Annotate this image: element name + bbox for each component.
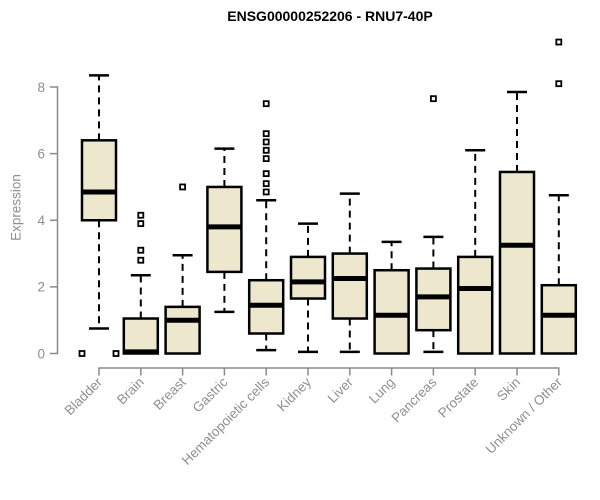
box-iqr [80,139,118,222]
x-tick-label-gastric: Gastric [190,374,231,415]
boxplot-bladder [78,74,120,357]
boxplot-lung [373,240,410,355]
y-tick-label: 6 [37,146,45,161]
box-iqr [331,252,369,320]
box-iqr [164,305,201,355]
y-tick-label: 8 [37,80,45,95]
boxplot-breast [164,183,201,355]
x-tick-label-unknown-other: Unknown / Other [483,374,566,457]
outlier-point [137,220,145,227]
outlier-point [262,130,270,138]
x-tick-label-breast: Breast [151,374,189,412]
outlier-point [262,146,270,154]
outlier-point [137,246,145,254]
outlier-point [262,138,270,146]
y-tick-label: 2 [37,280,45,295]
boxplot-liver [331,192,369,354]
outlier-point [262,100,270,108]
outlier-point [262,180,270,188]
boxplot-brain [122,211,160,355]
x-tick-label-pancreas: Pancreas [389,374,440,425]
outlier-point [262,155,270,163]
box-iqr [122,317,160,355]
box-iqr [289,255,327,300]
outlier-point [555,80,563,88]
y-tick-label: 0 [37,346,45,361]
x-tick-label-prostate: Prostate [435,375,481,421]
outlier-point [137,256,145,264]
y-tick-label: 4 [37,213,45,228]
box-iqr [456,255,494,355]
outlier-point [262,170,270,178]
x-tick-label-bladder: Bladder [62,374,106,418]
outlier-point [112,350,120,357]
outlier-point [137,211,145,219]
chart-title: ENSG00000252206 - RNU7-40P [227,8,433,24]
boxplot-gastric [206,147,243,314]
outlier-point [262,188,270,196]
outlier-point [179,183,187,191]
outlier-point [78,350,86,357]
outlier-point [429,95,437,103]
box-iqr [540,283,578,355]
x-tick-label-lung: Lung [366,375,398,407]
outlier-point [555,38,563,46]
x-tick-label-kidney: Kidney [274,374,314,414]
boxplot-prostate [456,149,494,355]
boxplot-skin [498,90,536,355]
boxplot-pancreas [415,95,452,354]
boxplot-unknown-other [540,38,578,355]
x-tick-label-brain: Brain [114,375,147,408]
box-iqr [498,170,536,355]
x-tick-label-liver: Liver [325,374,357,406]
x-tick-label-skin: Skin [494,375,523,404]
box-iqr [373,268,410,355]
boxplot-hematopoietic-cells [247,100,285,352]
boxplot-kidney [289,222,327,354]
